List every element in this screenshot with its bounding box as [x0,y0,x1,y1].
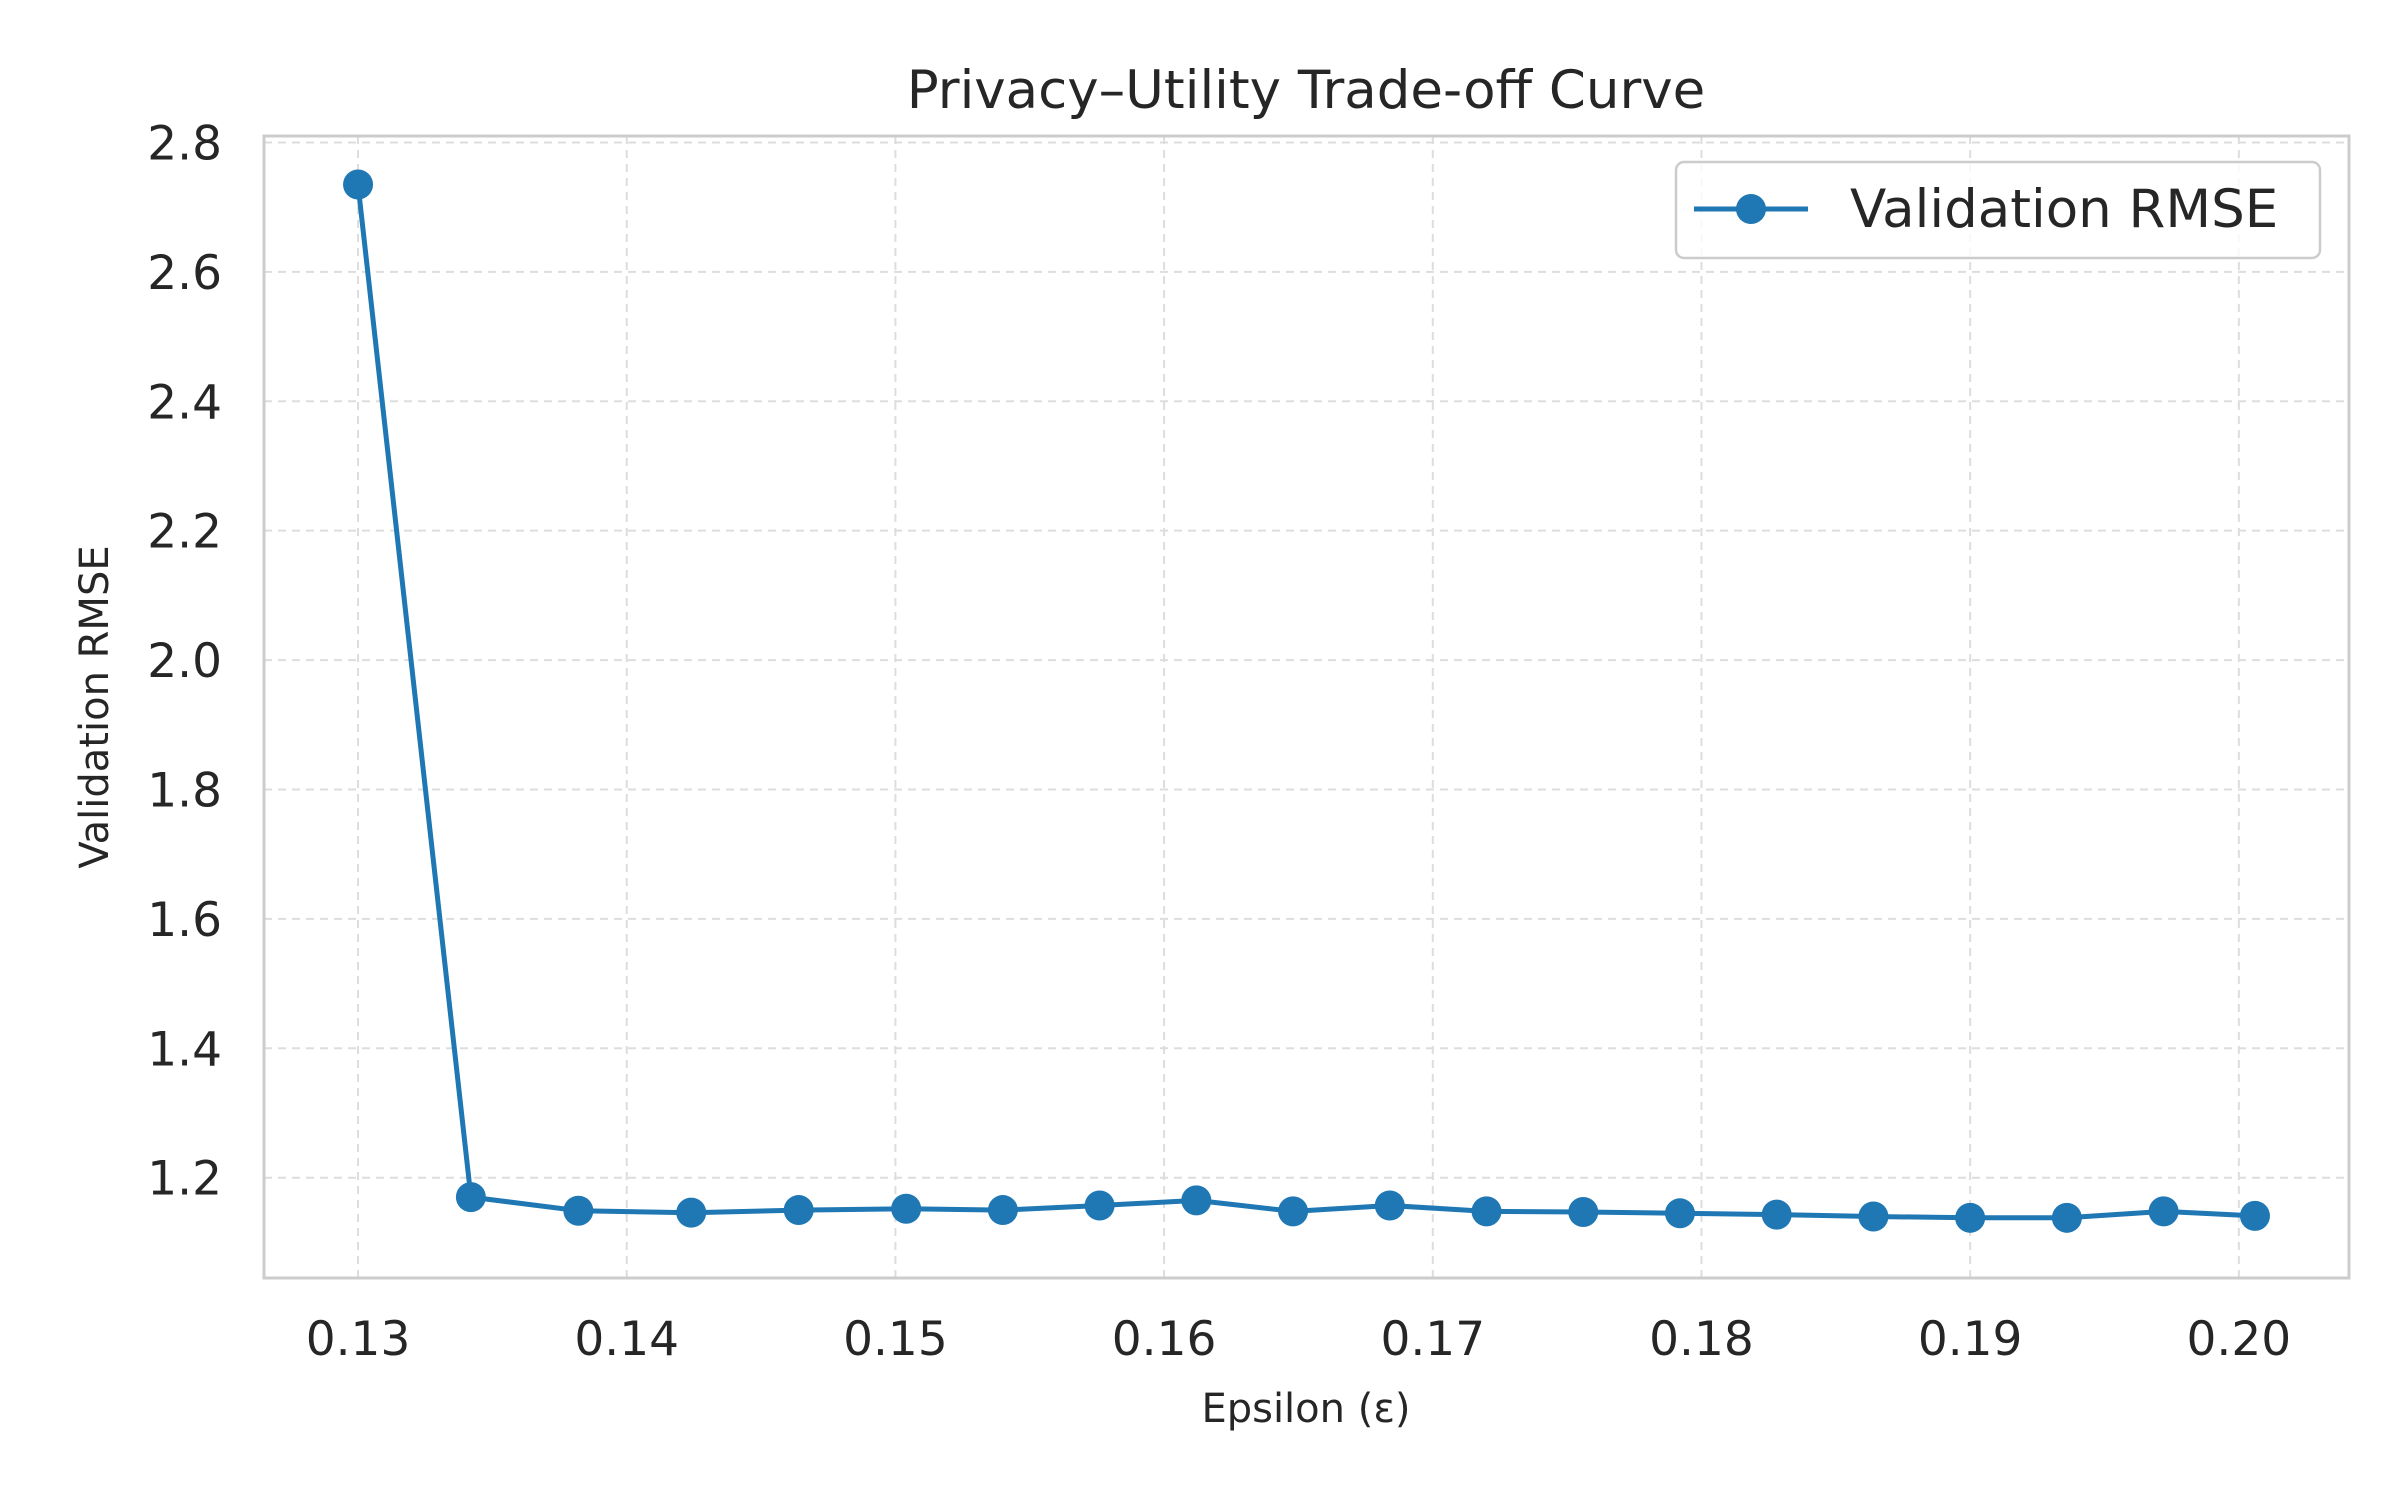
x-tick-label: 0.18 [1649,1312,1754,1367]
plot-area-frame [262,134,2351,1280]
y-tick-label: 1.2 [147,1152,222,1207]
x-tick-label: 0.16 [1112,1312,1217,1367]
x-tick-label: 0.17 [1380,1312,1485,1367]
y-axis-ticks: 1.2 1.4 1.6 1.8 2.0 2.2 2.4 2.6 2.8 [147,116,222,1206]
legend-entry-label: Validation RMSE [1850,179,2278,240]
y-tick-label: 2.2 [147,505,222,560]
x-tick-label: 0.15 [843,1312,948,1367]
chart-title: Privacy–Utility Trade-off Curve [907,60,1706,121]
data-point-marker [891,1193,922,1224]
data-point-marker [343,169,374,200]
legend: Validation RMSE [1674,160,2322,260]
x-tick-label: 0.20 [2187,1312,2292,1367]
y-axis-label: Validation RMSE [72,545,118,868]
data-point-marker [1568,1197,1599,1228]
data-point-marker [1761,1199,1792,1230]
data-point-marker [2051,1202,2082,1233]
data-point-marker [1471,1196,1502,1227]
data-point-marker [1181,1185,1212,1216]
y-tick-label: 1.4 [147,1022,222,1077]
y-tick-label: 2.6 [147,246,222,301]
y-tick-label: 2.4 [147,375,222,430]
data-point-marker [455,1182,486,1213]
data-point-marker [563,1195,594,1226]
x-tick-label: 0.13 [306,1312,411,1367]
legend-marker-swatch [1736,194,1766,224]
x-tick-label: 0.14 [574,1312,679,1367]
data-point-marker [1278,1196,1309,1227]
y-tick-label: 1.6 [147,893,222,948]
data-point-marker [2239,1200,2270,1231]
data-point-marker [1374,1190,1405,1221]
series-layer [343,169,2270,1233]
y-tick-label: 1.8 [147,763,222,818]
y-tick-label: 2.0 [147,634,222,689]
x-axis-label: Epsilon (ε) [1201,1386,1410,1432]
data-point-marker [1084,1190,1115,1221]
data-point-marker [1858,1201,1889,1232]
x-axis-ticks: 0.13 0.14 0.15 0.16 0.17 0.18 0.19 0.20 [306,1312,2291,1367]
data-point-marker [1664,1198,1695,1229]
data-point-marker [987,1195,1018,1226]
data-point-marker [783,1195,814,1226]
series-line [355,184,2256,1221]
data-point-marker [2148,1196,2179,1227]
grid-lines [264,136,2349,1278]
data-point-marker [1955,1202,1986,1233]
legend-box [1674,160,2322,260]
x-tick-label: 0.19 [1918,1312,2023,1367]
data-point-marker [676,1197,707,1228]
y-tick-label: 2.8 [147,116,222,171]
